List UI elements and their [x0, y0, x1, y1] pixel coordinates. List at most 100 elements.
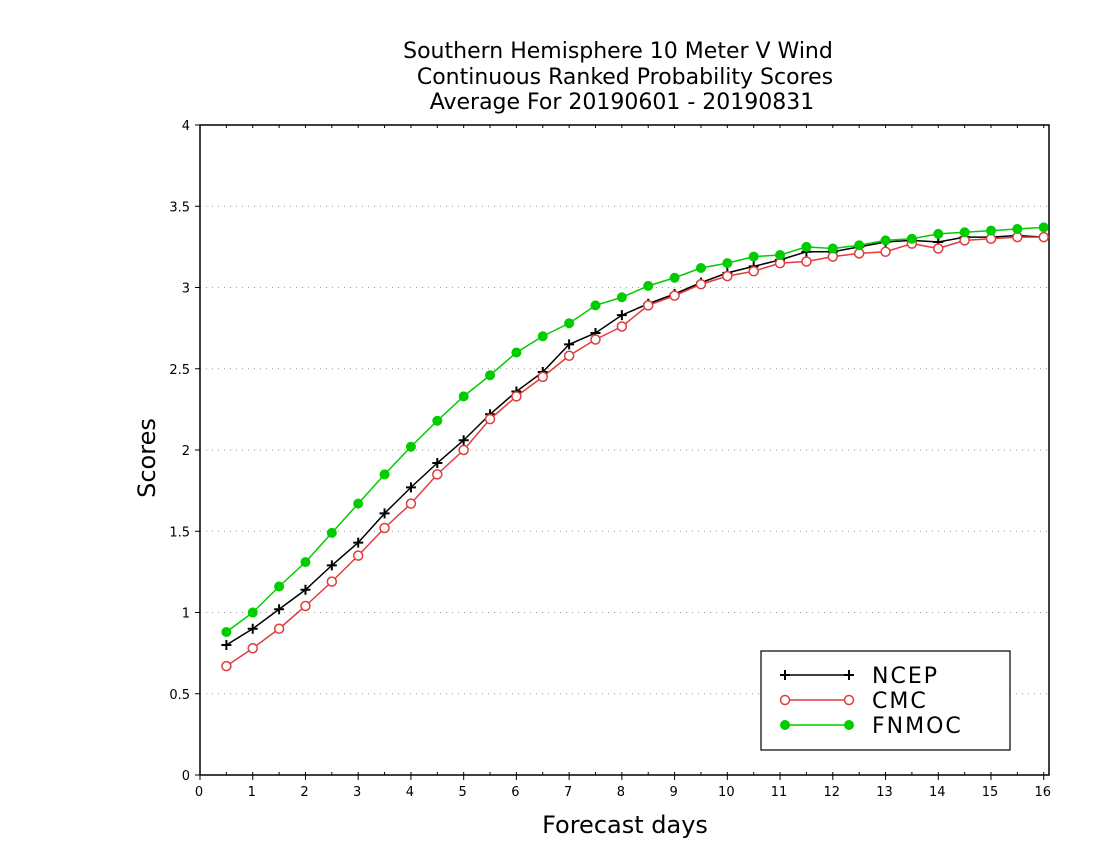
point-fnmoc: [854, 240, 865, 251]
x-tick-label: 9: [669, 785, 677, 800]
y-axis: 0 0.5 1 1.5 2 2.5 3 3.5 4: [169, 119, 200, 784]
point-cmc: [247, 643, 258, 654]
point-cmc: [1038, 231, 1049, 243]
point-ncep: [326, 560, 337, 571]
point-ncep: [458, 435, 469, 446]
y-axis-label: Scores: [133, 418, 161, 498]
y-tick-label: 1.5: [169, 525, 190, 540]
y-tick-label: 3: [182, 282, 190, 297]
legend-entry-cmc: CMC: [779, 689, 926, 714]
y-tick-label: 3.5: [169, 200, 190, 215]
x-tick-label: 11: [771, 785, 788, 800]
point-ncep: [300, 584, 311, 595]
point-fnmoc: [274, 581, 285, 592]
x-tick-label: 13: [876, 785, 893, 800]
point-ncep: [379, 508, 390, 519]
legend-label: FNMOC: [872, 714, 963, 739]
series-layer: [221, 222, 1049, 672]
point-fnmoc: [300, 557, 311, 568]
point-fnmoc: [485, 370, 496, 381]
series-ncep: [221, 230, 1049, 650]
title-line-1: Southern Hemisphere 10 Meter V Wind: [403, 39, 833, 64]
series-fnmoc: [221, 222, 1049, 637]
point-fnmoc: [432, 415, 443, 426]
point-ncep: [405, 482, 416, 493]
title-line-3: Average For 20190601 - 20190831: [430, 90, 815, 115]
point-ncep: [353, 537, 364, 548]
point-ncep: [432, 458, 443, 468]
point-cmc: [352, 550, 364, 561]
y-tick-label: 2: [182, 444, 190, 459]
point-fnmoc: [695, 263, 706, 273]
point-fnmoc: [564, 318, 575, 329]
x-tick-label: 15: [982, 785, 999, 800]
x-tick-label: 16: [1034, 785, 1051, 800]
point-fnmoc: [221, 627, 232, 637]
point-fnmoc: [933, 228, 944, 239]
point-fnmoc: [827, 243, 838, 254]
point-fnmoc: [511, 347, 522, 358]
point-cmc: [300, 600, 311, 612]
x-axis: 0 1 2 3 4 5 6 7 8 9 10 11 12 13 14 15 16: [195, 125, 1051, 800]
point-fnmoc: [405, 441, 416, 452]
y-tick-label: 0: [182, 769, 190, 784]
series-line-cmc: [225, 236, 1044, 667]
x-tick-label: 3: [353, 785, 361, 800]
legend-marker-right: [844, 720, 854, 730]
point-fnmoc: [669, 272, 680, 283]
series-line-ncep: [225, 234, 1044, 646]
point-cmc: [484, 413, 496, 425]
point-cmc: [273, 623, 285, 634]
point-cmc: [590, 334, 601, 345]
legend-marker-left: [779, 694, 791, 706]
point-cmc: [563, 350, 575, 361]
x-tick-label: 12: [824, 785, 841, 800]
point-ncep: [221, 640, 232, 650]
point-cmc: [748, 266, 759, 277]
point-cmc: [326, 576, 338, 587]
point-fnmoc: [247, 607, 258, 618]
point-fnmoc: [616, 292, 627, 303]
y-tick-label: 2.5: [169, 363, 190, 378]
y-tick-label: 4: [182, 119, 190, 134]
point-cmc: [458, 444, 469, 456]
point-fnmoc: [458, 391, 469, 402]
series-line-fnmoc: [225, 226, 1044, 633]
point-fnmoc: [722, 258, 733, 269]
point-cmc: [221, 660, 232, 672]
legend-label: NCEP: [872, 664, 939, 689]
point-cmc: [537, 371, 549, 383]
point-ncep: [616, 310, 627, 321]
y-tick-label: 1: [182, 607, 190, 622]
point-ncep: [564, 339, 575, 350]
grid-lines: [200, 205, 1049, 695]
point-fnmoc: [959, 227, 970, 238]
x-tick-label: 2: [300, 785, 308, 800]
x-tick-label: 0: [195, 785, 203, 800]
point-ncep: [247, 623, 258, 634]
point-cmc: [511, 391, 522, 402]
point-cmc: [616, 321, 628, 332]
legend-entry-ncep: NCEP: [780, 664, 939, 689]
y-tick-label: 0.5: [169, 688, 190, 703]
x-axis-label: Forecast days: [542, 811, 708, 839]
point-cmc: [801, 256, 812, 267]
chart-title: Southern Hemisphere 10 Meter V Wind Cont…: [403, 39, 833, 115]
point-fnmoc: [643, 280, 654, 291]
point-ncep: [274, 604, 285, 615]
point-fnmoc: [775, 250, 786, 260]
point-cmc: [695, 279, 707, 290]
point-fnmoc: [985, 225, 996, 236]
point-cmc: [880, 246, 891, 257]
point-fnmoc: [353, 498, 364, 509]
point-cmc: [405, 498, 417, 509]
legend-marker-right: [844, 670, 854, 680]
point-cmc: [933, 243, 944, 254]
point-cmc: [722, 270, 733, 282]
x-tick-label: 10: [718, 785, 735, 800]
point-fnmoc: [1038, 222, 1049, 233]
